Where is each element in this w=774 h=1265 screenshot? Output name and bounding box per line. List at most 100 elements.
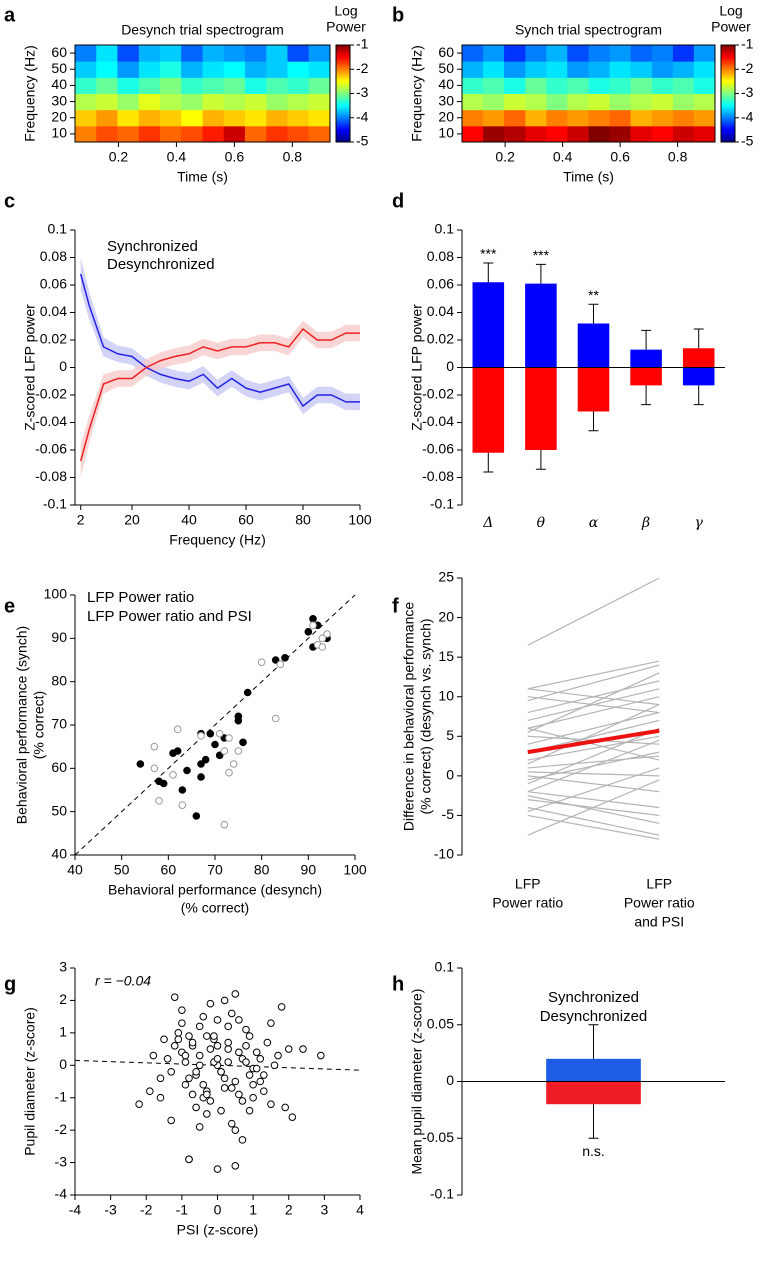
x-tick-label: 90: [301, 862, 317, 878]
scatter-point: [267, 1100, 275, 1108]
heatmap-cell: [567, 45, 589, 62]
heatmap-cell: [462, 45, 484, 62]
heatmap-cell: [96, 45, 118, 62]
y-tick-label: 0.1: [48, 221, 68, 237]
y-tick-label: 70: [51, 716, 67, 732]
slope-line: [527, 767, 660, 813]
scatter-point: [197, 760, 205, 768]
panel-letter: g: [4, 973, 16, 995]
colorbar-segment: [721, 72, 735, 75]
scatter-point: [181, 1058, 190, 1066]
colorbar-segment: [336, 95, 350, 98]
scatter-point: [174, 1035, 183, 1044]
x-tick-label: -1: [176, 1202, 189, 1218]
scatter-point: [227, 1119, 236, 1128]
heatmap-cell: [138, 125, 161, 143]
scatter-point: [309, 615, 317, 623]
y-tick-label: 50: [51, 802, 67, 818]
y-tick-label: 20: [51, 108, 67, 124]
scatter-point: [201, 755, 210, 764]
slope-line: [527, 727, 660, 785]
legend-label: LFP Power ratio: [87, 589, 194, 606]
colorbar-segment: [336, 99, 350, 103]
scatter-point: [257, 658, 266, 666]
x-tick-label: -2: [140, 1202, 153, 1218]
colorbar-segment: [721, 99, 735, 103]
panel-letter: f: [392, 595, 399, 617]
heatmap-cell: [525, 125, 547, 143]
bar: [630, 367, 662, 386]
y-axis-label: Frequency (Hz): [409, 45, 425, 141]
slope-line: [527, 779, 660, 836]
heatmap-cell: [223, 77, 246, 94]
x-tick-label: 0.6: [225, 149, 245, 165]
colorbar-segment: [336, 54, 350, 57]
colorbar-segment: [336, 57, 350, 61]
colorbar-segment: [721, 59, 735, 62]
colorbar-segment: [721, 77, 735, 80]
colorbar-segment: [336, 78, 350, 82]
x-tick-label: θ: [537, 515, 546, 531]
heatmap-cell: [160, 93, 182, 111]
scatter-point: [225, 768, 233, 777]
y-tick-label: 2: [59, 991, 67, 1007]
colorbar-segment: [336, 125, 350, 128]
error-band: [80, 320, 360, 478]
y-tick-label: -0.08: [422, 468, 454, 484]
heatmap-cell: [609, 77, 632, 94]
x-tick-label: LFP: [646, 876, 672, 892]
heatmap-cell: [181, 125, 203, 143]
scatter-point: [195, 1123, 204, 1131]
scatter-point: [203, 1090, 211, 1099]
scatter-point: [220, 1074, 229, 1083]
scatter-point: [156, 1074, 165, 1083]
legend-label: Desynchronized: [540, 1008, 648, 1025]
y-tick-label: 5: [446, 727, 454, 743]
heatmap-cell: [546, 77, 568, 94]
colorbar-segment: [336, 80, 350, 83]
slope-line: [527, 814, 660, 840]
colorbar-segment: [721, 83, 735, 86]
colorbar-segment: [336, 130, 350, 133]
scatter-point: [163, 1055, 172, 1063]
y-axis-label: (% correct): [31, 691, 47, 759]
y-axis-label: Behavioral performance (synch): [14, 626, 30, 824]
heatmap-cell: [630, 77, 653, 94]
mean-line: [527, 728, 660, 755]
heatmap-cell: [693, 125, 716, 143]
heatmap-cell: [202, 109, 225, 127]
scatter-point: [299, 1045, 307, 1053]
scatter-point: [242, 1025, 250, 1034]
panel-letter: d: [392, 190, 404, 212]
scatter-point: [231, 1162, 240, 1170]
scatter-point: [192, 1103, 200, 1112]
colorbar-segment: [721, 57, 735, 61]
y-tick-label: 0: [446, 767, 454, 783]
bar: [577, 323, 610, 368]
colorbar-segment: [721, 80, 735, 83]
scatter-point: [156, 1093, 165, 1102]
colorbar-segment: [721, 93, 735, 96]
scatter-point: [220, 1084, 229, 1092]
colorbar-segment: [721, 54, 735, 57]
scatter-point: [227, 1084, 236, 1092]
heatmap-cell: [504, 125, 526, 143]
heatmap-cell: [630, 125, 653, 143]
colorbar-tick-label: -3: [356, 84, 369, 100]
colorbar-segment: [721, 132, 735, 135]
slope-line: [527, 664, 660, 702]
colorbar-segment: [336, 135, 350, 138]
y-axis-label: (% correct) (desynch vs. synch): [418, 618, 434, 814]
heatmap-cell: [181, 77, 203, 94]
heatmap-cell: [588, 109, 611, 127]
bar: [577, 367, 610, 412]
y-tick-label: 50: [51, 60, 67, 76]
scatter-point: [199, 1080, 208, 1089]
y-tick-label: 10: [51, 125, 67, 141]
heatmap-cell: [287, 93, 310, 111]
colorbar-segment: [336, 119, 350, 122]
heatmap-cell: [567, 61, 589, 78]
heatmap-cell: [181, 61, 203, 78]
heatmap-cell: [138, 45, 161, 62]
